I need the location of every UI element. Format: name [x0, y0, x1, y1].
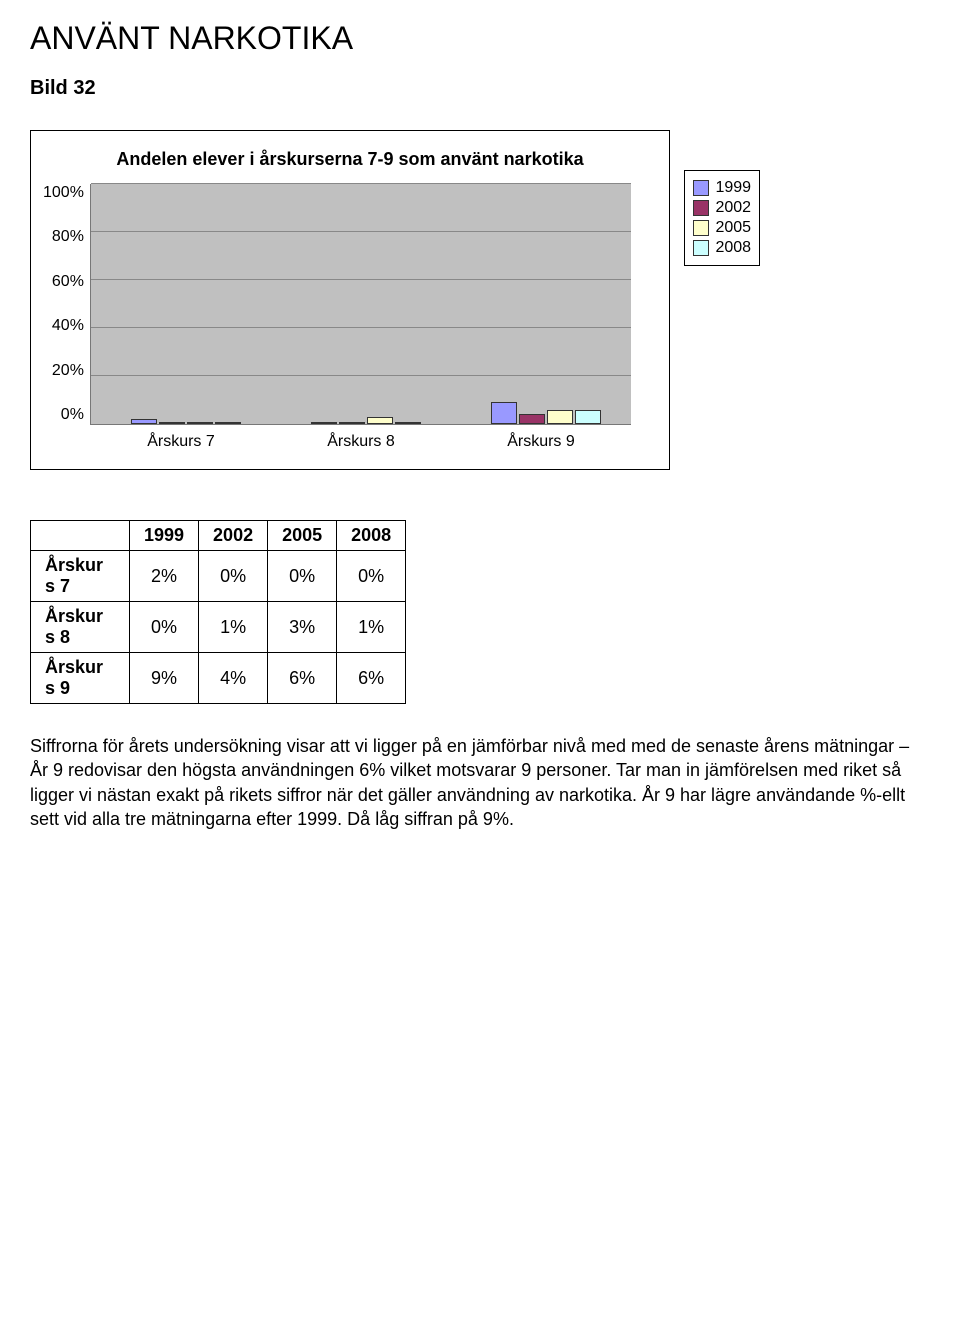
table-header-cell: 1999 [130, 521, 199, 551]
legend-item: 2008 [693, 239, 751, 257]
table-cell: 2% [130, 551, 199, 602]
bar [159, 422, 185, 424]
body-paragraph: Siffrorna för årets undersökning visar a… [30, 734, 910, 831]
legend-swatch [693, 220, 709, 236]
legend-label: 2002 [715, 199, 751, 217]
y-tick: 100% [43, 184, 84, 202]
table-header-cell: 2002 [199, 521, 268, 551]
y-tick: 20% [52, 362, 84, 380]
y-tick: 0% [61, 406, 84, 424]
table-cell: 3% [268, 602, 337, 653]
legend-item: 2002 [693, 199, 751, 217]
x-tick: Årskurs 9 [507, 433, 575, 451]
legend-swatch [693, 180, 709, 196]
bar [547, 410, 573, 424]
table-header-cell: 2008 [337, 521, 406, 551]
row-head: Årskur s 9 [31, 653, 130, 704]
chart-container: Andelen elever i årskurserna 7-9 som anv… [30, 130, 670, 470]
plot-area [90, 184, 631, 425]
table-row: Årskur s 8 0% 1% 3% 1% [31, 602, 406, 653]
legend-label: 2008 [715, 239, 751, 257]
table-cell: 6% [268, 653, 337, 704]
table-row: Årskur s 7 2% 0% 0% 0% [31, 551, 406, 602]
table-cell: 1% [337, 602, 406, 653]
legend-swatch [693, 240, 709, 256]
bar-group [491, 402, 601, 424]
legend-label: 2005 [715, 219, 751, 237]
row-head: Årskur s 7 [31, 551, 130, 602]
table-cell: 9% [130, 653, 199, 704]
y-axis: 100% 80% 60% 40% 20% 0% [43, 184, 90, 424]
bar [367, 417, 393, 424]
y-tick: 80% [52, 228, 84, 246]
legend-swatch [693, 200, 709, 216]
table-row: Årskur s 9 9% 4% 6% 6% [31, 653, 406, 704]
bar [215, 422, 241, 424]
row-head: Årskur s 8 [31, 602, 130, 653]
table-cell: 0% [268, 551, 337, 602]
legend-item: 2005 [693, 219, 751, 237]
bar-group [131, 419, 241, 424]
subtitle: Bild 32 [30, 77, 930, 100]
legend-item: 1999 [693, 179, 751, 197]
table-header-cell: 2005 [268, 521, 337, 551]
table-cell: 0% [199, 551, 268, 602]
bar-group [311, 417, 421, 424]
bar [575, 410, 601, 424]
table-cell: 6% [337, 653, 406, 704]
table-header-row: 1999 2002 2005 2008 [31, 521, 406, 551]
y-tick: 40% [52, 317, 84, 335]
page-title: ANVÄNT NARKOTIKA [30, 20, 930, 57]
bar [311, 422, 337, 424]
legend-label: 1999 [715, 179, 751, 197]
chart-title: Andelen elever i årskurserna 7-9 som anv… [43, 149, 657, 170]
bar [491, 402, 517, 424]
bar [131, 419, 157, 424]
bar [339, 422, 365, 424]
x-tick: Årskurs 7 [147, 433, 215, 451]
table-cell: 0% [337, 551, 406, 602]
y-tick: 60% [52, 273, 84, 291]
chart-legend: 1999 2002 2005 2008 [684, 170, 760, 266]
x-tick: Årskurs 8 [327, 433, 395, 451]
table-cell: 1% [199, 602, 268, 653]
bar [395, 422, 421, 424]
data-table: 1999 2002 2005 2008 Årskur s 7 2% 0% 0% … [30, 520, 406, 704]
table-header-cell [31, 521, 130, 551]
bar [519, 414, 545, 424]
bar [187, 422, 213, 424]
table-cell: 4% [199, 653, 268, 704]
x-axis: Årskurs 7 Årskurs 8 Årskurs 9 [91, 425, 631, 451]
table-cell: 0% [130, 602, 199, 653]
